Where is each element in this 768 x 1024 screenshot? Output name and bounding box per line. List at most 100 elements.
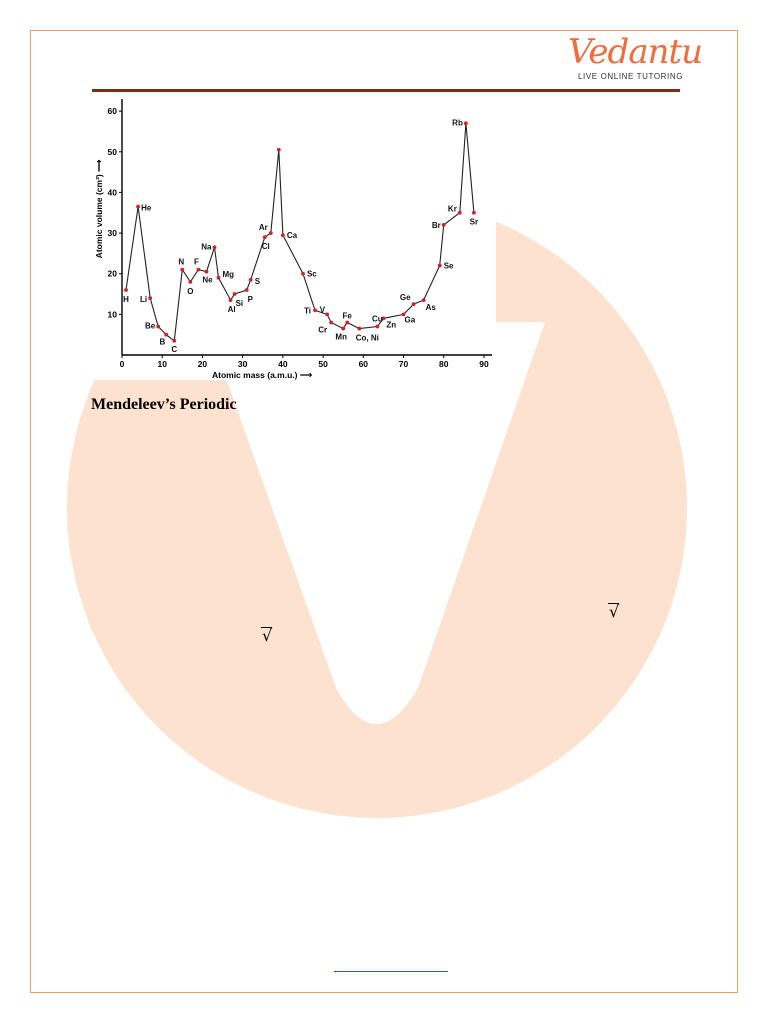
data-label: N — [178, 258, 184, 267]
data-label: Na — [201, 242, 212, 251]
data-point — [244, 288, 249, 292]
data-point — [341, 326, 346, 331]
data-point — [180, 267, 185, 272]
data-point — [329, 320, 334, 325]
data-label: Co, Ni — [356, 334, 379, 343]
data-label: F — [194, 258, 199, 267]
data-point — [280, 233, 285, 237]
data-label: Ga — [405, 315, 416, 324]
data-point — [228, 298, 233, 303]
data-point — [401, 312, 406, 317]
y-tick-label: 60 — [108, 106, 118, 116]
sqrt-symbol: √ — [608, 602, 620, 621]
data-label: Cr — [318, 325, 327, 334]
data-point — [148, 296, 153, 300]
chart-axes: 0 10 20 30 40 50 60 70 80 90 10 20 30 40 50 60 — [108, 99, 492, 369]
data-point — [357, 326, 362, 331]
data-label: Sr — [470, 218, 478, 227]
data-label: Al — [228, 305, 236, 314]
data-point — [276, 147, 281, 152]
data-point — [268, 231, 273, 235]
data-point — [262, 235, 267, 240]
data-point — [248, 277, 253, 282]
data-point — [345, 320, 350, 325]
data-point — [136, 204, 140, 209]
data-point — [156, 324, 161, 329]
atomic-volume-line — [125, 123, 475, 342]
data-label: V — [320, 305, 326, 314]
vedantu-logo: Vedantu LIVE ONLINE TUTORING — [568, 32, 703, 86]
data-label: Ar — [259, 223, 268, 232]
x-tick-label: 80 — [439, 359, 449, 369]
y-tick-label: 10 — [108, 309, 118, 319]
data-label: Cu — [372, 315, 383, 324]
atomic-volume-chart: 0 10 20 30 40 50 60 70 80 90 10 20 30 40 50 60 H He Li Be B… — [92, 95, 496, 380]
x-tick-label: 30 — [238, 359, 248, 369]
sqrt-symbol: √ — [261, 626, 273, 645]
data-point — [164, 332, 169, 337]
data-label: Ti — [304, 306, 311, 315]
data-point — [232, 292, 237, 296]
data-label: H — [123, 295, 129, 304]
data-label: Cl — [262, 242, 270, 251]
data-point — [216, 275, 221, 280]
y-tick-label: 30 — [108, 228, 118, 238]
data-label: Mg — [223, 270, 235, 279]
data-point — [381, 316, 386, 321]
x-tick-label: 0 — [120, 359, 125, 369]
data-label: Fe — [343, 311, 353, 320]
data-point — [204, 269, 209, 274]
data-point — [421, 298, 426, 303]
data-label: C — [171, 345, 177, 354]
data-label: Br — [432, 221, 441, 230]
x-tick-label: 60 — [359, 359, 369, 369]
y-tick-label: 20 — [108, 269, 118, 279]
logo-tagline: LIVE ONLINE TUTORING — [578, 72, 684, 81]
data-point — [188, 279, 193, 284]
data-label: Ca — [287, 231, 298, 240]
data-point — [212, 245, 217, 250]
data-label: Zn — [386, 320, 396, 329]
footer-link-underline[interactable] — [334, 971, 448, 972]
logo-wordmark: Vedantu — [568, 32, 703, 72]
x-axis-label: Atomic mass (a.m.u.) ⟶ — [212, 370, 313, 380]
data-label: Se — [444, 262, 454, 271]
x-tick-label: 40 — [278, 359, 288, 369]
x-tick-label: 70 — [399, 359, 409, 369]
data-point — [313, 308, 317, 313]
y-tick-label: 40 — [108, 187, 118, 197]
data-label: Rb — [452, 118, 463, 127]
data-label: P — [248, 295, 254, 304]
data-point — [437, 263, 442, 268]
data-label: Li — [140, 295, 147, 304]
x-tick-label: 10 — [157, 359, 167, 369]
x-tick-label: 50 — [318, 359, 328, 369]
data-label: He — [141, 204, 152, 213]
data-label: Kr — [448, 205, 457, 214]
data-label: Ne — [202, 276, 213, 285]
header-rule — [92, 89, 680, 92]
page-frame — [30, 30, 738, 993]
y-tick-label: 50 — [108, 147, 118, 157]
data-label: Si — [236, 299, 244, 308]
chart-points-layer — [124, 121, 476, 343]
data-point — [124, 288, 128, 292]
data-label: Sc — [307, 270, 317, 279]
data-point — [411, 302, 416, 307]
chart-line-layer — [125, 123, 475, 342]
x-tick-label: 20 — [198, 359, 208, 369]
data-point — [196, 267, 201, 272]
x-tick-label: 90 — [479, 359, 489, 369]
data-label: O — [187, 287, 193, 296]
data-point — [472, 210, 476, 215]
data-point — [441, 223, 446, 227]
data-label: Mn — [335, 333, 347, 342]
data-label: B — [159, 338, 165, 347]
data-label: As — [426, 303, 437, 312]
data-point — [325, 312, 330, 317]
data-point — [457, 210, 462, 215]
y-axis-label: Atomic volume (cm³) ⟶ — [94, 159, 104, 258]
data-label: Ge — [400, 293, 411, 302]
data-label: S — [255, 277, 261, 286]
